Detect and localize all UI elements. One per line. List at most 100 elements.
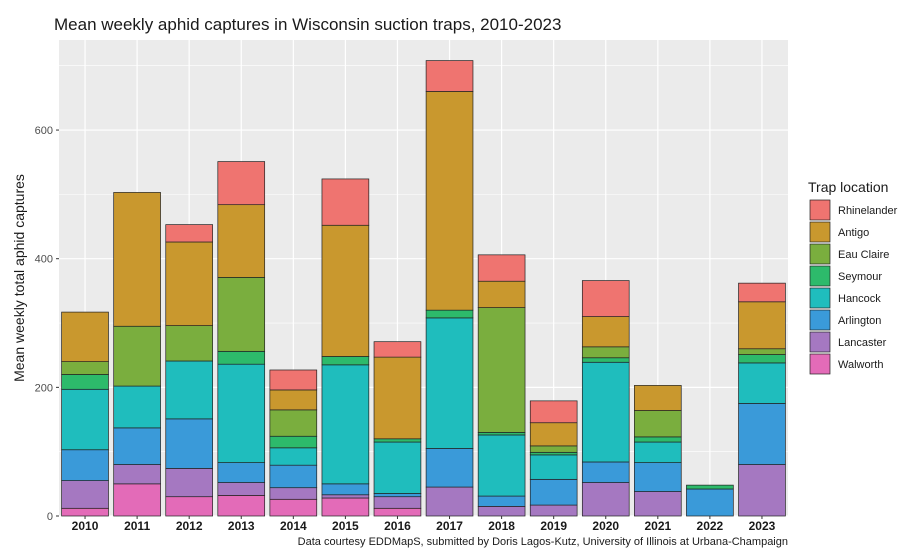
- bar-segment-seymour-2019: [529, 451, 578, 456]
- y-tick-label: 400: [35, 254, 53, 266]
- chart-caption: Data courtesy EDDMapS, submitted by Dori…: [298, 536, 788, 548]
- bar-segment-lancaster-2020: [581, 482, 630, 517]
- legend-swatch-walworth: [809, 353, 831, 375]
- legend-swatch-seymour: [809, 265, 831, 287]
- x-tick-label: 2014: [280, 519, 307, 533]
- bar-segment-eau-claire-2012: [165, 325, 213, 362]
- legend-swatch-hancock: [809, 287, 831, 309]
- bar-segment-seymour-2016: [373, 438, 422, 443]
- bar-segment-lancaster-2016: [373, 496, 422, 509]
- y-tick-label: 200: [35, 382, 53, 394]
- bar-segment-walworth-2010: [61, 507, 109, 517]
- bar-segment-rhinelander-2013: [217, 161, 266, 206]
- bar-segment-arlington-2017: [425, 448, 474, 488]
- legend-swatch-antigo: [809, 221, 831, 243]
- bar-segment-lancaster-2021: [634, 491, 682, 517]
- bar-segment-eau-claire-2011: [113, 325, 161, 387]
- bar-segment-rhinelander-2015: [321, 178, 370, 226]
- bar-segment-hancock-2017: [425, 317, 474, 449]
- bar-segment-rhinelander-2012: [165, 224, 213, 243]
- legend-swatch-lancaster: [809, 331, 831, 353]
- bar-segment-walworth-2015: [321, 497, 370, 517]
- x-tick-label: 2020: [592, 519, 619, 533]
- bar-segment-walworth-2011: [113, 483, 161, 517]
- legend-label-lancaster: Lancaster: [838, 337, 887, 349]
- bar-segment-hancock-2018: [477, 434, 526, 497]
- x-tick-label: 2022: [697, 519, 724, 533]
- bar-segment-walworth-2012: [165, 496, 213, 517]
- bar-segment-arlington-2020: [581, 461, 630, 483]
- bar-segment-walworth-2013: [217, 495, 266, 517]
- bar-segment-antigo-2020: [581, 316, 630, 348]
- bar-segment-arlington-2014: [269, 464, 318, 489]
- x-tick-label: 2021: [644, 519, 671, 533]
- x-tick-label: 2013: [228, 519, 255, 533]
- x-tick-label: 2010: [72, 519, 99, 533]
- bar-segment-antigo-2019: [529, 422, 578, 447]
- bar-segment-arlington-2016: [373, 493, 422, 498]
- bar-segment-arlington-2019: [529, 478, 578, 506]
- bar-segment-rhinelander-2016: [373, 341, 422, 358]
- bar-segment-hancock-2023: [738, 362, 786, 404]
- bar-segment-antigo-2018: [477, 280, 526, 308]
- bar-segment-antigo-2023: [738, 301, 786, 350]
- bar-segment-seymour-2014: [269, 435, 318, 449]
- legend-swatch-rhinelander: [809, 199, 831, 221]
- x-tick-label: 2018: [488, 519, 515, 533]
- bar-segment-seymour-2018: [477, 432, 526, 436]
- bar-segment-lancaster-2017: [425, 486, 474, 517]
- bar-segment-eau-claire-2021: [634, 410, 682, 438]
- bar-segment-eau-claire-2018: [477, 307, 526, 433]
- bar-segment-lancaster-2011: [113, 464, 161, 485]
- bar-segment-hancock-2013: [217, 363, 266, 463]
- bar-segment-hancock-2011: [113, 385, 161, 429]
- bar-segment-antigo-2016: [373, 356, 422, 440]
- bar-segment-eau-claire-2023: [738, 348, 786, 355]
- bar-segment-seymour-2017: [425, 309, 474, 319]
- bar-segment-rhinelander-2019: [529, 400, 578, 424]
- bar-segment-antigo-2010: [61, 311, 109, 362]
- bar-segment-arlington-2011: [113, 427, 161, 465]
- bar-segment-seymour-2022: [686, 484, 734, 490]
- bar-segment-walworth-2016: [373, 507, 422, 517]
- legend-label-walworth: Walworth: [838, 359, 883, 371]
- y-axis-title: Mean weekly total aphid captures: [11, 174, 27, 382]
- y-tick-label: 600: [35, 125, 53, 137]
- bar-segment-seymour-2020: [581, 357, 630, 363]
- bar-segment-hancock-2021: [634, 441, 682, 463]
- bar-segment-lancaster-2019: [529, 504, 578, 517]
- legend-label-seymour: Seymour: [838, 271, 882, 283]
- bar-segment-hancock-2015: [321, 364, 370, 485]
- legend-label-eau-claire: Eau Claire: [838, 249, 889, 261]
- legend: Trap location Rhinelander Antigo Eau Clair…: [808, 179, 898, 375]
- bar-segment-antigo-2012: [165, 241, 213, 326]
- legend-label-arlington: Arlington: [838, 315, 881, 327]
- bar-segment-arlington-2018: [477, 495, 526, 507]
- bar-segment-arlington-2012: [165, 418, 213, 469]
- bar-segment-arlington-2015: [321, 483, 370, 496]
- bar-segment-seymour-2023: [738, 354, 786, 364]
- bar-segment-lancaster-2018: [477, 506, 526, 517]
- bar-segment-rhinelander-2020: [581, 280, 630, 317]
- bar-segment-lancaster-2013: [217, 482, 266, 496]
- bar-segment-antigo-2011: [113, 192, 161, 327]
- bar-segment-antigo-2014: [269, 389, 318, 411]
- legend-label-rhinelander: Rhinelander: [838, 205, 898, 217]
- legend-swatch-arlington: [809, 309, 831, 331]
- bar-segment-hancock-2010: [61, 388, 109, 451]
- x-tick-label: 2012: [176, 519, 203, 533]
- bar-segment-antigo-2013: [217, 204, 266, 278]
- x-tick-label: 2017: [436, 519, 463, 533]
- x-tick-label: 2019: [540, 519, 567, 533]
- x-tick-label: 2016: [384, 519, 411, 533]
- bar-segment-seymour-2010: [61, 374, 109, 390]
- bar-segment-hancock-2020: [581, 361, 630, 463]
- bar-segment-eau-claire-2010: [61, 361, 109, 375]
- x-tick-label: 2023: [749, 519, 776, 533]
- bar-segment-arlington-2022: [686, 488, 734, 517]
- bar-segment-eau-claire-2014: [269, 409, 318, 437]
- chart-title: Mean weekly aphid captures in Wisconsin …: [54, 15, 561, 34]
- bars: [61, 60, 786, 517]
- bar-segment-hancock-2014: [269, 447, 318, 466]
- bar-segment-hancock-2012: [165, 360, 213, 420]
